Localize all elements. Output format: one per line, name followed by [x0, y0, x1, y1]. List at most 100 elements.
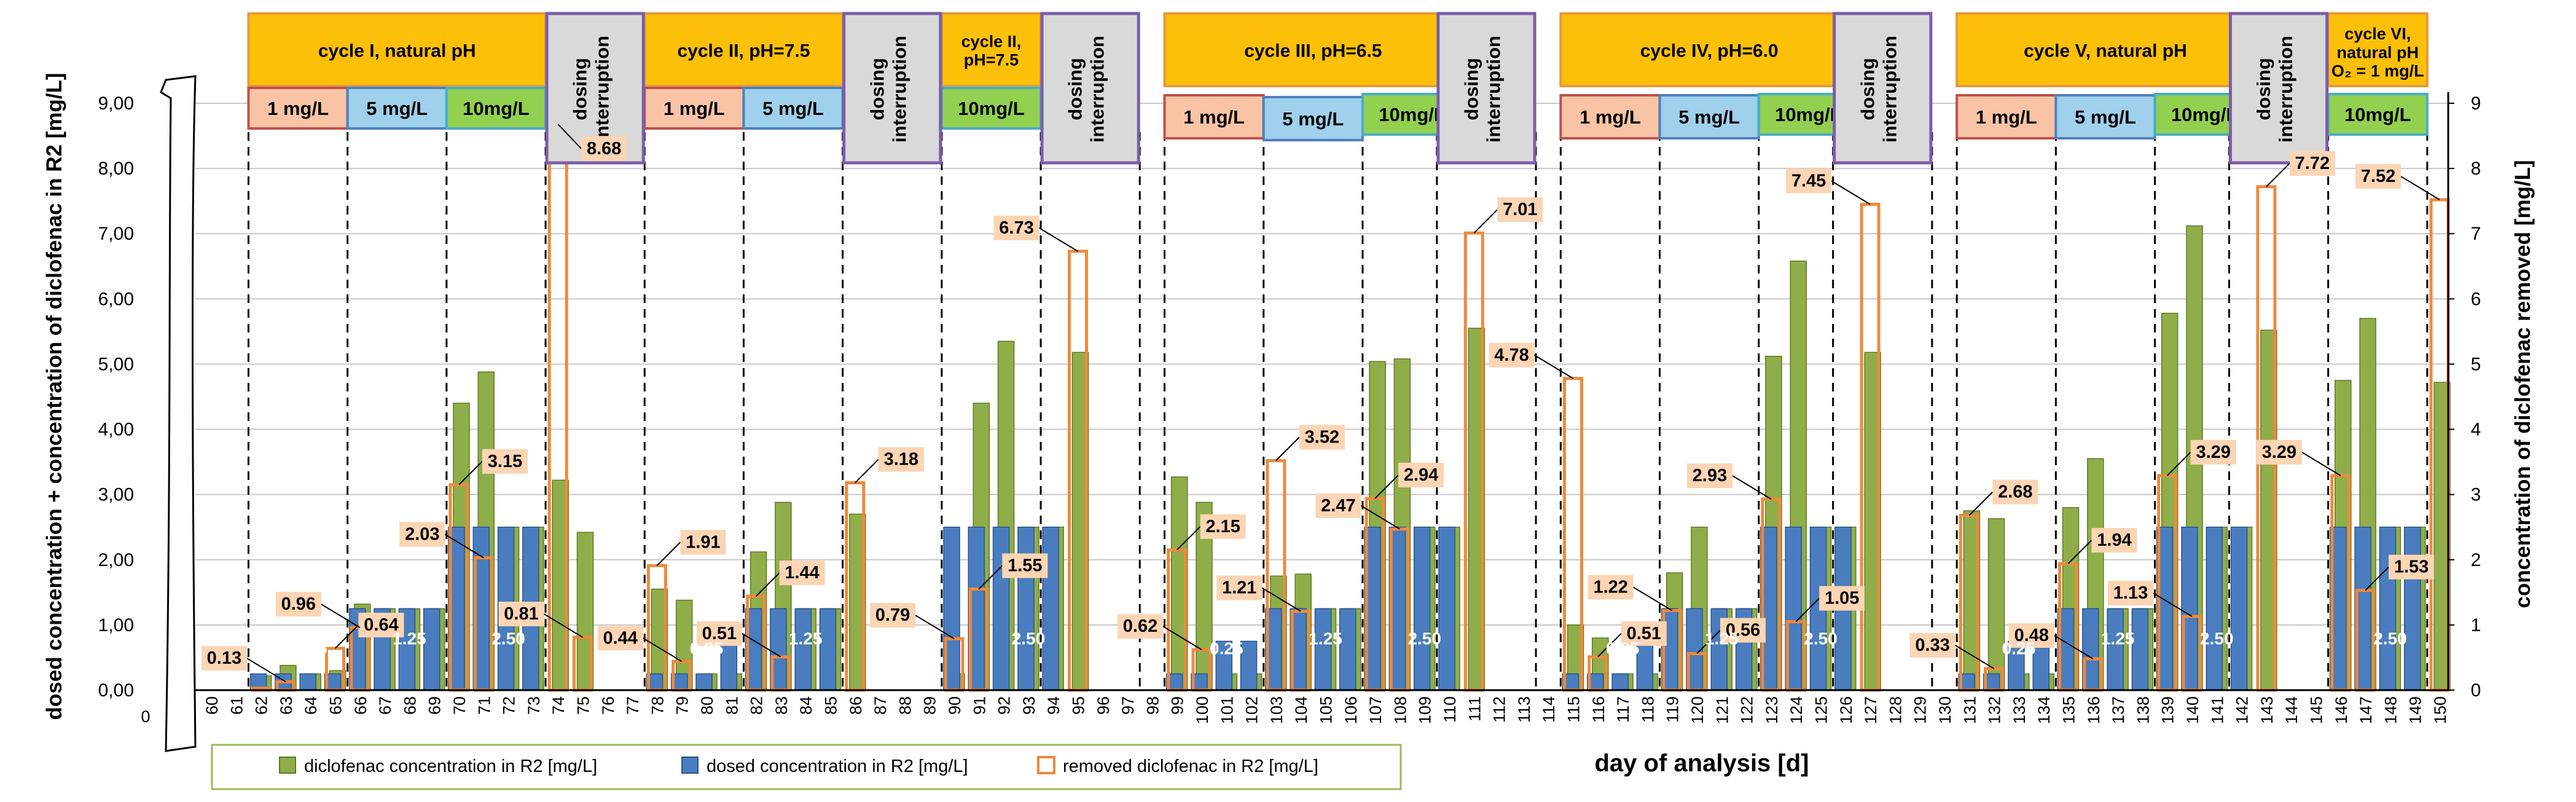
data-label-leader — [915, 615, 955, 640]
data-label-box — [1786, 168, 1832, 194]
data-label-dosed: 2.50 — [2200, 629, 2234, 648]
x-tick-label: 103 — [1267, 696, 1286, 724]
data-label-removed: 0.33 — [1915, 635, 1949, 655]
x-tick-label: 106 — [1342, 696, 1360, 724]
data-label-box — [993, 215, 1039, 240]
x-tick-label: 89 — [921, 696, 939, 715]
bar-dosed — [1339, 608, 1357, 691]
bar-dosed — [1215, 640, 1233, 691]
bar-dosed — [2206, 526, 2223, 691]
x-tick-label: 147 — [2357, 696, 2375, 724]
dose-label: 10mg/L — [463, 98, 530, 119]
cycle-box — [247, 12, 547, 87]
data-label-leader — [543, 613, 584, 638]
data-label-box — [482, 449, 528, 474]
data-label-leader — [1732, 475, 1772, 500]
data-label-box — [2008, 623, 2054, 648]
data-label-leader — [1473, 209, 1498, 234]
bar-dosed — [1636, 640, 1654, 691]
data-label-leader — [2266, 163, 2290, 187]
cycle-label: cycle I, natural pH — [318, 41, 476, 61]
bar-dosed — [2107, 608, 2124, 691]
cycle-box — [2327, 12, 2429, 87]
x-tick-label: 107 — [1366, 696, 1385, 724]
data-label-removed: 1.44 — [785, 563, 819, 583]
y2-tick-label: 5 — [2471, 354, 2481, 374]
data-label-removed: 0.44 — [603, 628, 637, 648]
cycle-label: cycle II, pH=7.5 — [677, 41, 810, 61]
x-tick-label: 129 — [1911, 696, 1930, 724]
legend-swatch-dosed — [681, 757, 699, 774]
interruption-label: dosing — [1460, 58, 1482, 120]
bar-dosed — [2230, 526, 2248, 691]
dose-label: 10mg/L — [2171, 104, 2238, 125]
interruption-box — [1833, 12, 1933, 165]
data-label-leader — [656, 541, 681, 567]
axis-break-zero: 0 — [141, 707, 150, 726]
data-label-removed: 1.22 — [1593, 578, 1627, 597]
data-label-box — [2289, 151, 2335, 176]
data-label-dosed: 2.50 — [1012, 629, 1046, 648]
x-tick-label: 82 — [748, 696, 766, 715]
dose-label: 5 mg/L — [762, 98, 824, 119]
data-label-removed: 1.05 — [1825, 589, 1859, 608]
bar-dosed — [819, 608, 837, 691]
data-label-box — [1315, 493, 1361, 518]
data-label-removed: 3.29 — [2196, 442, 2230, 462]
data-labels: 0.13 0.64 0.96 3.15 2.03 8.68 0.81 1.91 0.44 1.44… — [201, 124, 2440, 683]
data-label-leader — [2166, 452, 2191, 476]
interruption-label: interruption — [1482, 36, 1504, 143]
data-label-removed: 6.73 — [999, 218, 1033, 238]
y-tick-label: 8,00 — [98, 159, 134, 179]
dose-label: 10mg/L — [1775, 104, 1842, 125]
y-axis-title: dosed concentration + concentration of d… — [42, 73, 66, 720]
x-tick-label: 74 — [549, 696, 568, 715]
cycle-box — [643, 12, 844, 87]
legend-frame — [211, 744, 1402, 790]
y2-tick-label: 7 — [2471, 224, 2481, 244]
data-label-leader — [1831, 180, 1871, 205]
x-tick-label: 66 — [351, 696, 370, 715]
x-tick-label: 88 — [896, 696, 914, 715]
interruption-label: dosing — [1065, 58, 1086, 120]
y-tick-label: 0,00 — [98, 680, 134, 701]
x-axis-title: day of analysis [d] — [1595, 750, 1809, 777]
bar-dosed — [1240, 640, 1258, 691]
x-tick-label: 68 — [401, 696, 419, 715]
x-tick-label: 146 — [2332, 696, 2351, 724]
data-label-box — [878, 447, 924, 472]
dose-box — [1559, 94, 1661, 140]
x-tick-label: 131 — [1960, 696, 1979, 724]
y2-tick-label: 0 — [2471, 680, 2481, 701]
x-tick-label: 108 — [1391, 696, 1409, 724]
x-tick-label: 102 — [1243, 696, 1261, 724]
x-tick-label: 60 — [203, 696, 221, 715]
data-label-box — [358, 613, 404, 638]
data-label-removed: 0.79 — [875, 605, 910, 625]
x-tick-label: 99 — [1169, 696, 1187, 715]
data-label-leader — [1795, 597, 1820, 623]
x-tick-label: 142 — [2233, 696, 2252, 724]
data-label-leader — [1261, 587, 1301, 612]
data-label-leader — [458, 461, 483, 486]
data-label-removed: 1.91 — [686, 532, 720, 552]
data-label-removed: 3.18 — [884, 450, 918, 470]
dose-label: 10mg/L — [2344, 104, 2411, 125]
cycle-label: O₂ = 1 mg/L — [2331, 62, 2424, 81]
data-label-removed: 0.64 — [364, 615, 398, 635]
x-tick-label: 62 — [253, 696, 271, 715]
x-tick-label: 97 — [1119, 696, 1137, 715]
bar-dosed — [1017, 526, 1035, 691]
data-label-removed: 7.72 — [2295, 154, 2330, 173]
data-label-leader — [1038, 227, 1079, 252]
x-tick-label: 132 — [1986, 696, 2004, 724]
y-tick-label: 9,00 — [98, 93, 134, 114]
x-tick-label: 124 — [1787, 696, 1806, 724]
dose-label: 1 mg/L — [1580, 106, 1641, 128]
data-label-leader — [2153, 592, 2193, 617]
axis-break-bracket — [160, 75, 197, 752]
x-tick-label: 93 — [1020, 696, 1038, 715]
x-tick-label: 87 — [871, 696, 890, 715]
x-tick-label: 127 — [1862, 696, 1880, 724]
dose-label: 1 mg/L — [1183, 106, 1245, 128]
